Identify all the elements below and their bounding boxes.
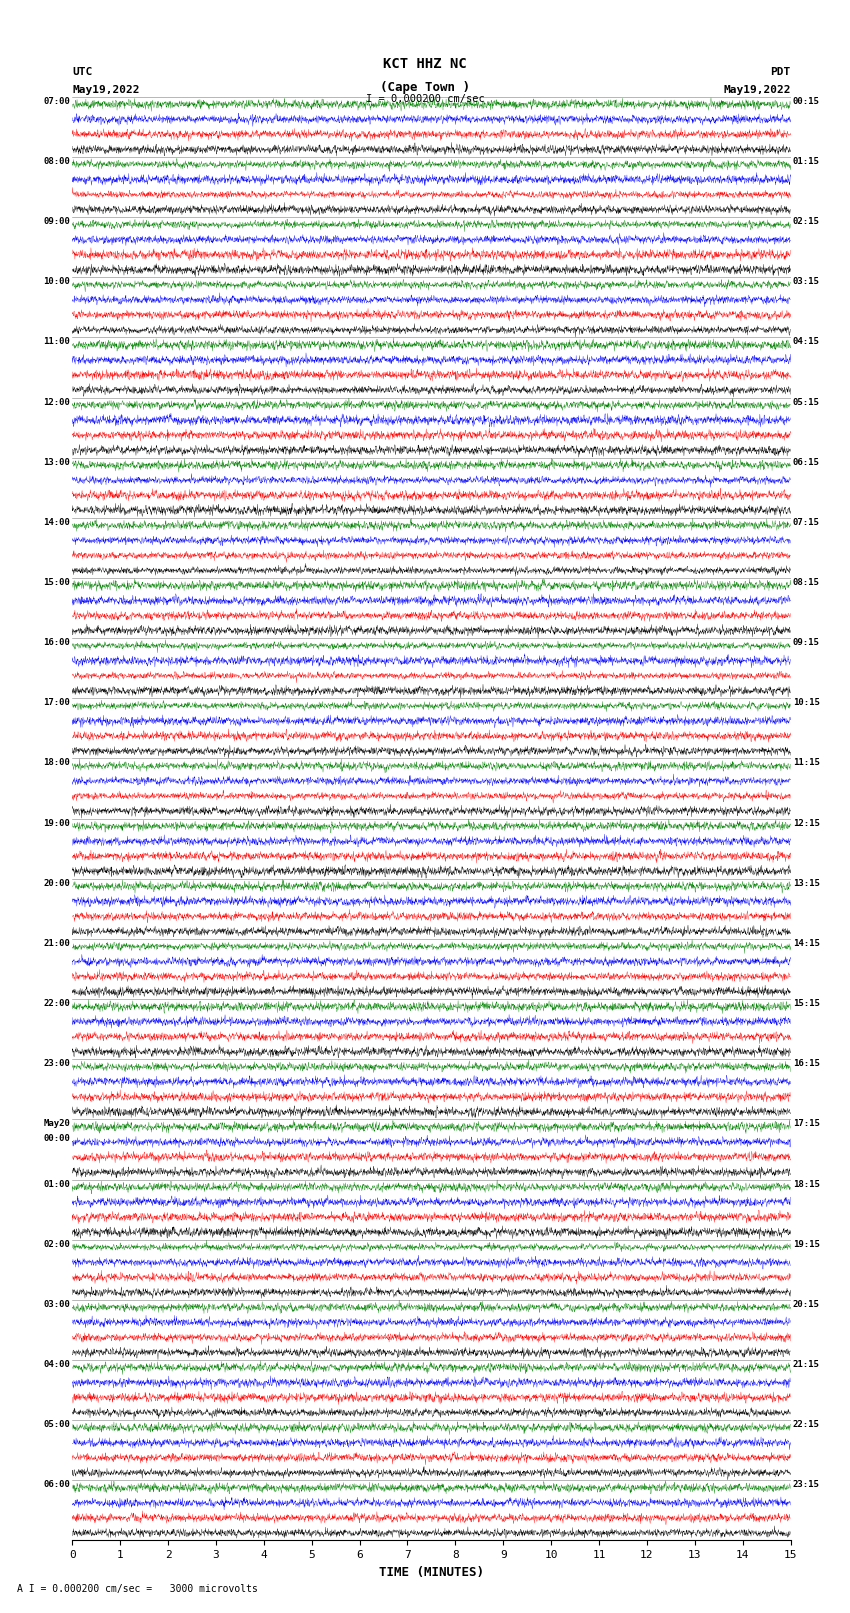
Text: 03:00: 03:00 <box>43 1300 70 1308</box>
Text: UTC: UTC <box>72 68 93 77</box>
Text: 16:00: 16:00 <box>43 639 70 647</box>
Text: A I = 0.000200 cm/sec =   3000 microvolts: A I = 0.000200 cm/sec = 3000 microvolts <box>17 1584 258 1594</box>
Text: 04:00: 04:00 <box>43 1360 70 1369</box>
Text: 03:15: 03:15 <box>793 277 819 286</box>
Text: 10:15: 10:15 <box>793 698 819 706</box>
Text: 00:15: 00:15 <box>793 97 819 106</box>
Text: 12:00: 12:00 <box>43 397 70 406</box>
Text: 02:15: 02:15 <box>793 218 819 226</box>
Text: 13:00: 13:00 <box>43 458 70 466</box>
Text: 05:00: 05:00 <box>43 1419 70 1429</box>
Text: 08:00: 08:00 <box>43 156 70 166</box>
Text: 14:15: 14:15 <box>793 939 819 948</box>
Text: 01:15: 01:15 <box>793 156 819 166</box>
Text: 22:00: 22:00 <box>43 998 70 1008</box>
Text: 18:00: 18:00 <box>43 758 70 768</box>
Text: 07:00: 07:00 <box>43 97 70 106</box>
Text: PDT: PDT <box>770 68 790 77</box>
Text: 02:00: 02:00 <box>43 1240 70 1248</box>
Text: 00:00: 00:00 <box>43 1134 70 1144</box>
Text: 21:00: 21:00 <box>43 939 70 948</box>
Text: 15:15: 15:15 <box>793 998 819 1008</box>
X-axis label: TIME (MINUTES): TIME (MINUTES) <box>379 1566 484 1579</box>
Text: 13:15: 13:15 <box>793 879 819 887</box>
Text: 11:00: 11:00 <box>43 337 70 347</box>
Text: 19:15: 19:15 <box>793 1240 819 1248</box>
Text: KCT HHZ NC: KCT HHZ NC <box>383 56 467 71</box>
Text: 15:00: 15:00 <box>43 577 70 587</box>
Text: 19:00: 19:00 <box>43 819 70 827</box>
Text: 20:00: 20:00 <box>43 879 70 887</box>
Text: 23:15: 23:15 <box>793 1481 819 1489</box>
Text: I = 0.000200 cm/sec: I = 0.000200 cm/sec <box>366 94 484 103</box>
Text: 06:00: 06:00 <box>43 1481 70 1489</box>
Text: 22:15: 22:15 <box>793 1419 819 1429</box>
Text: 09:00: 09:00 <box>43 218 70 226</box>
Text: 01:00: 01:00 <box>43 1179 70 1189</box>
Text: 05:15: 05:15 <box>793 397 819 406</box>
Text: (Cape Town ): (Cape Town ) <box>380 81 470 94</box>
Text: 18:15: 18:15 <box>793 1179 819 1189</box>
Text: 08:15: 08:15 <box>793 577 819 587</box>
Text: 23:00: 23:00 <box>43 1060 70 1068</box>
Text: 17:15: 17:15 <box>793 1119 819 1129</box>
Text: 20:15: 20:15 <box>793 1300 819 1308</box>
Text: 17:00: 17:00 <box>43 698 70 706</box>
Text: 14:00: 14:00 <box>43 518 70 527</box>
Text: May19,2022: May19,2022 <box>72 85 139 95</box>
Text: 10:00: 10:00 <box>43 277 70 286</box>
Text: May19,2022: May19,2022 <box>723 85 791 95</box>
Text: 04:15: 04:15 <box>793 337 819 347</box>
Text: 21:15: 21:15 <box>793 1360 819 1369</box>
Text: 11:15: 11:15 <box>793 758 819 768</box>
Text: May20: May20 <box>43 1119 70 1129</box>
Text: 07:15: 07:15 <box>793 518 819 527</box>
Text: 16:15: 16:15 <box>793 1060 819 1068</box>
Text: 12:15: 12:15 <box>793 819 819 827</box>
Text: 06:15: 06:15 <box>793 458 819 466</box>
Text: 09:15: 09:15 <box>793 639 819 647</box>
